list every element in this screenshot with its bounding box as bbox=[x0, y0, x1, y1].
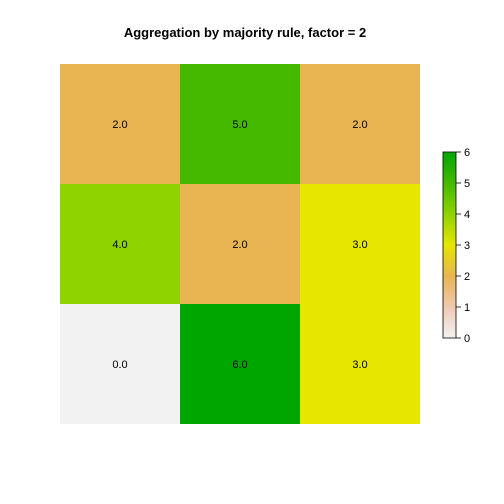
cell-value-label: 4.0 bbox=[112, 239, 127, 251]
cell-value-label: 5.0 bbox=[232, 119, 247, 131]
cell-value-label: 2.0 bbox=[112, 119, 127, 131]
heatmap-cell bbox=[60, 64, 180, 184]
legend-tick-label: 1 bbox=[464, 302, 470, 314]
cell-value-label: 6.0 bbox=[232, 359, 247, 371]
cell-value-label: 2.0 bbox=[352, 119, 367, 131]
legend-tick-label: 2 bbox=[464, 271, 470, 283]
heatmap-cell bbox=[300, 184, 420, 304]
legend-tick-label: 6 bbox=[464, 147, 470, 159]
color-legend: 0 1 2 3 4 5 6 bbox=[442, 147, 470, 345]
heatmap-cell bbox=[180, 304, 300, 424]
legend-color-bar bbox=[442, 151, 457, 339]
cell-value-label: 0.0 bbox=[112, 359, 127, 371]
legend-tick-label: 5 bbox=[464, 178, 470, 190]
heatmap-cell bbox=[60, 184, 180, 304]
cell-value-label: 3.0 bbox=[352, 239, 367, 251]
heatmap-cell bbox=[300, 304, 420, 424]
heatmap-cell bbox=[300, 64, 420, 184]
cell-value-label: 3.0 bbox=[352, 359, 367, 371]
legend-tick-label: 0 bbox=[464, 333, 470, 345]
heatmap-cells: 2.0 5.0 2.0 4.0 2.0 3.0 0.0 6.0 3.0 bbox=[60, 64, 420, 424]
legend-tick-label: 4 bbox=[464, 209, 470, 221]
heatmap-cell bbox=[180, 184, 300, 304]
cell-value-label: 2.0 bbox=[232, 239, 247, 251]
heatmap-cell bbox=[60, 304, 180, 424]
heatmap-cell bbox=[180, 64, 300, 184]
legend-tick-label: 3 bbox=[464, 240, 470, 252]
chart-title: Aggregation by majority rule, factor = 2 bbox=[124, 25, 366, 40]
